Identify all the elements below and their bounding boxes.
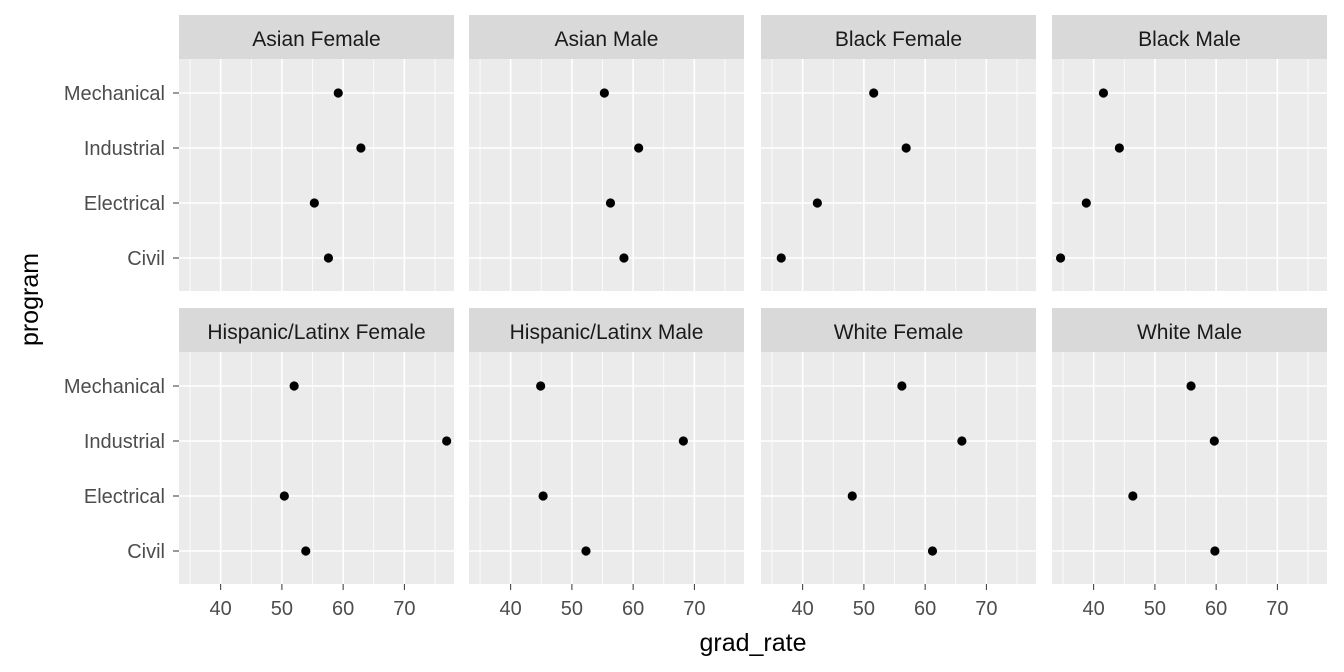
data-point <box>634 143 644 153</box>
data-point <box>678 436 688 446</box>
data-point <box>309 198 319 208</box>
data-point <box>442 436 452 446</box>
facet-strip <box>1052 15 1327 59</box>
panel-background <box>469 352 744 584</box>
data-point <box>776 253 786 263</box>
panel-background <box>761 352 1036 584</box>
x-tick-label: 60 <box>914 598 936 620</box>
data-point <box>538 491 548 501</box>
data-point <box>927 546 938 556</box>
facet-label: Black Male <box>1138 28 1241 51</box>
y-tick-label: Civil <box>127 248 165 270</box>
data-point <box>1081 198 1091 208</box>
x-tick-label: 40 <box>500 598 522 620</box>
data-point <box>897 381 907 391</box>
x-tick-label: 40 <box>1083 598 1105 620</box>
x-tick-label: 70 <box>975 598 997 620</box>
facet-strip <box>179 308 454 352</box>
data-point <box>1210 546 1220 556</box>
y-tick-label: Electrical <box>84 193 165 215</box>
data-point <box>599 88 609 98</box>
x-tick-label: 70 <box>683 598 705 620</box>
panel-background <box>761 59 1036 291</box>
panel-background <box>1052 59 1327 291</box>
facet-strip <box>761 15 1036 59</box>
panel-background <box>179 352 454 584</box>
facet-strip <box>469 15 744 59</box>
data-point <box>1128 491 1138 501</box>
data-point <box>323 253 334 263</box>
x-tick-label: 50 <box>271 598 293 620</box>
data-point <box>812 198 822 208</box>
x-tick-label: 70 <box>393 598 415 620</box>
y-tick-label: Industrial <box>84 431 165 453</box>
x-tick-label: 40 <box>210 598 232 620</box>
facet-strip <box>469 308 744 352</box>
data-point <box>301 546 311 556</box>
x-tick-label: 60 <box>332 598 354 620</box>
y-tick-label: Industrial <box>84 138 165 160</box>
x-tick-label: 70 <box>1266 598 1288 620</box>
data-point <box>869 88 879 98</box>
y-tick-label: Mechanical <box>64 83 165 105</box>
x-tick-label: 50 <box>853 598 875 620</box>
facet-label: White Male <box>1137 321 1242 344</box>
panel-background <box>179 59 454 291</box>
y-axis-title: program <box>16 253 44 346</box>
data-point <box>279 491 289 501</box>
data-point <box>1186 381 1196 391</box>
y-tick-label: Civil <box>127 541 165 563</box>
data-point <box>901 143 911 153</box>
data-point <box>1209 436 1219 446</box>
data-point <box>1098 88 1109 98</box>
x-tick-label: 50 <box>561 598 583 620</box>
facet-strip <box>761 308 1036 352</box>
data-point <box>605 198 616 208</box>
x-tick-label: 40 <box>792 598 814 620</box>
facet-strip <box>179 15 454 59</box>
facet-strip <box>1052 308 1327 352</box>
facet-label: Hispanic/Latinx Female <box>207 321 425 344</box>
data-point <box>957 436 967 446</box>
data-point <box>536 381 546 391</box>
facet-label: White Female <box>834 321 964 344</box>
facet-label: Black Female <box>835 28 962 51</box>
data-point <box>289 381 299 391</box>
data-point <box>356 143 366 153</box>
x-tick-label: 60 <box>622 598 644 620</box>
y-tick-label: Mechanical <box>64 376 165 398</box>
data-point <box>619 253 629 263</box>
facet-label: Asian Female <box>252 28 380 51</box>
data-point <box>1055 253 1066 263</box>
panel-background <box>469 59 744 291</box>
x-tick-label: 50 <box>1144 598 1166 620</box>
data-point <box>847 491 857 501</box>
facet-label: Asian Male <box>555 28 659 51</box>
x-axis-title: grad_rate <box>699 629 806 657</box>
data-point <box>581 546 591 556</box>
data-point <box>1114 143 1124 153</box>
panel-background <box>1052 352 1327 584</box>
x-tick-label: 60 <box>1205 598 1227 620</box>
facet-label: Hispanic/Latinx Male <box>510 321 704 344</box>
data-point <box>333 88 343 98</box>
y-tick-label: Electrical <box>84 486 165 508</box>
